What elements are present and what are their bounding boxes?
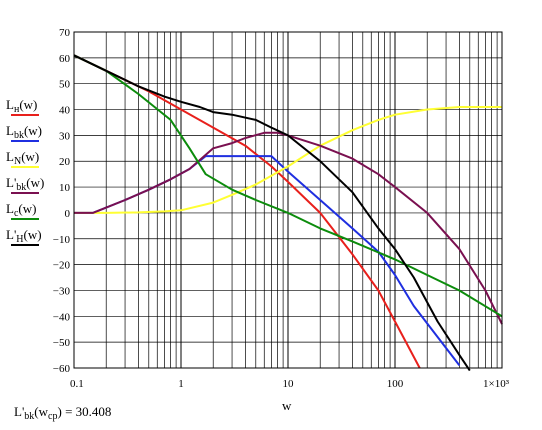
series-line-2 [74,106,502,214]
formula-equals: = [61,404,76,419]
x-axis-label: w [282,398,292,413]
y-tick-label: 60 [59,53,71,65]
legend-swatch [11,166,39,168]
legend-entry: Lн(w) [6,97,37,115]
legend-prime: ' [13,175,17,190]
formula-arg-open: (w [34,404,49,419]
legend-entry: LN(w) [6,149,39,167]
x-tick-label: 0.1 [70,378,84,390]
series-line-3 [74,131,503,325]
legend-swatch [11,114,39,116]
legend-subscript: н [13,104,20,115]
legend-subscript: H [16,234,24,245]
legend-swatch [11,244,39,246]
y-tick-label: −40 [53,311,71,323]
legend-label: L [6,123,14,138]
legend-entry: Lc(w) [6,201,36,219]
formula-lhs: L' [14,404,25,419]
y-tick-label: −60 [53,363,71,375]
y-tick-label: 0 [65,208,71,220]
formula-arg-sub: cp [48,411,58,422]
series-line-4 [73,54,503,318]
y-tick-label: −50 [53,337,71,349]
formula-value: 30.408 [75,404,112,419]
legend-label: L [6,97,14,112]
legend-label: L [6,149,14,164]
series-group [73,54,503,372]
legend-label: L [6,227,14,242]
legend-arg: (w) [21,149,40,164]
legend-subscript: N [13,156,22,167]
x-tick-label: 1×10³ [483,378,510,390]
series-line-5 [73,54,471,372]
legend-label: L [6,175,14,190]
legend-entry: L'H(w) [6,227,42,245]
legend-entry: Lbk(w) [6,123,42,141]
formula-result: L'bk(wcp) = 30.408 [14,404,111,422]
y-tick-label: 50 [59,79,71,91]
y-tick-label: 10 [59,182,71,194]
legend-swatch [11,140,39,142]
grid [74,32,502,368]
y-tick-label: 30 [59,130,71,142]
legend-label: L [6,201,14,216]
y-tick-label: 70 [59,27,71,39]
legend-arg: (w) [23,123,42,138]
legend-swatch [11,192,39,194]
legend-swatch [11,218,39,220]
formula-arg-close: ) [57,404,62,419]
legend-subscript: c [13,208,19,219]
y-tick-label: −30 [53,285,71,297]
legend-prime: ' [13,227,17,242]
y-tick-label: 20 [59,156,71,168]
y-tick-label: −20 [53,260,71,272]
legend-arg: (w) [18,201,37,216]
x-tick-label: 1 [178,378,184,390]
x-tick-label: 100 [387,378,404,390]
x-tick-label: 10 [283,378,295,390]
legend-arg: (w) [26,175,45,190]
legend-subscript: bk [16,182,27,193]
y-tick-label: 40 [59,105,71,117]
plot-frame [73,31,503,369]
legend-subscript: bk [13,130,24,141]
formula-lhs-sub: bk [24,411,35,422]
legend-arg: (w) [19,97,38,112]
legend-entry: L'bk(w) [6,175,44,193]
y-tick-label: −10 [53,234,71,246]
legend-arg: (w) [23,227,42,242]
